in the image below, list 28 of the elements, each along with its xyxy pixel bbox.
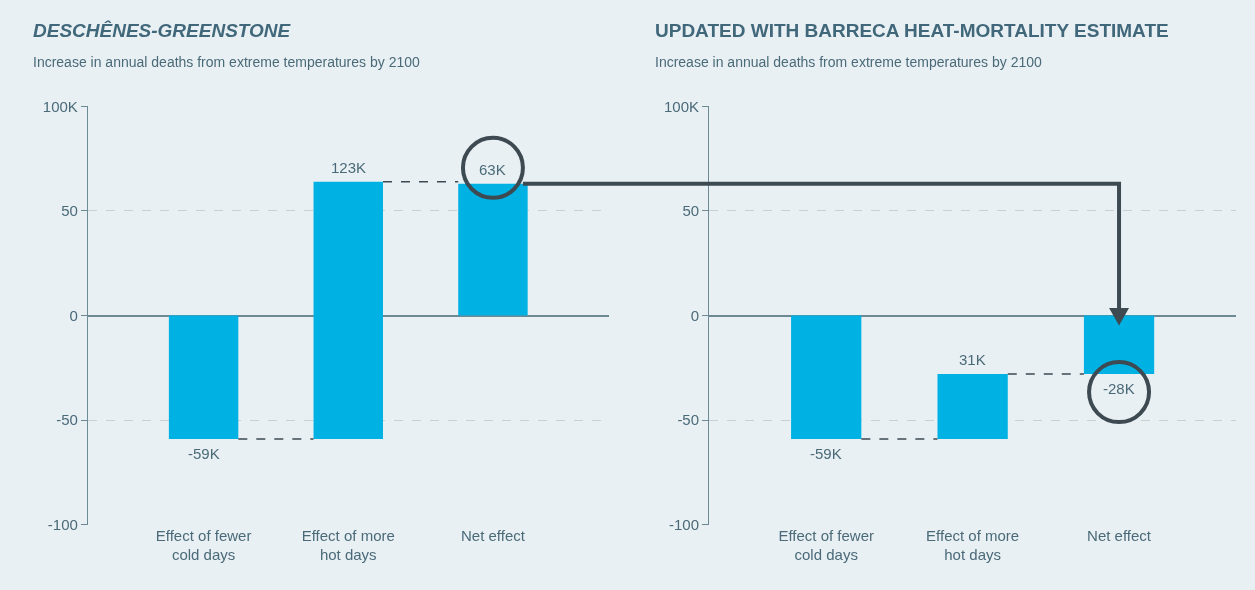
y-tick-label: 100K xyxy=(664,97,700,115)
y-tick-label: -100 xyxy=(47,515,78,533)
x-tick-label: Effect of fewer cold days xyxy=(155,526,252,564)
data-label: -59K xyxy=(188,445,220,462)
x-tick-label: Effect of fewer cold days xyxy=(778,526,875,564)
x-tick-label: Effect of more hot days xyxy=(301,526,395,564)
y-tick-label: 100K xyxy=(42,97,78,115)
chart-subtitle: Increase in annual deaths from extreme temperatures by 2100 xyxy=(33,54,420,70)
y-tick-label: -50 xyxy=(56,411,78,429)
y-tick-label: -100 xyxy=(669,515,700,533)
x-tick-label: Effect of more hot days xyxy=(926,526,1020,564)
x-tick-label: Net effect xyxy=(460,526,526,544)
data-label: 63K xyxy=(479,161,506,178)
chart-subtitle: Increase in annual deaths from extreme temperatures by 2100 xyxy=(655,54,1042,70)
data-label: -59K xyxy=(810,445,842,462)
data-label: -28K xyxy=(1103,380,1135,397)
x-tick-label: Net effect xyxy=(1087,526,1152,544)
y-tick-label: 50 xyxy=(682,202,700,220)
data-label: 123K xyxy=(331,159,367,176)
y-tick-label: 0 xyxy=(69,306,78,324)
data-label: 31K xyxy=(959,351,986,368)
bar xyxy=(168,315,239,439)
bar xyxy=(313,181,383,439)
y-tick-label: 0 xyxy=(690,306,700,324)
chart-title: DESCHÊNES-GREENSTONE xyxy=(33,20,292,41)
y-tick-label: 50 xyxy=(61,202,78,220)
y-tick-label: -50 xyxy=(677,411,700,429)
chart-title: UPDATED WITH BARRECA HEAT-MORTALITY ESTIMATE xyxy=(655,20,1169,41)
